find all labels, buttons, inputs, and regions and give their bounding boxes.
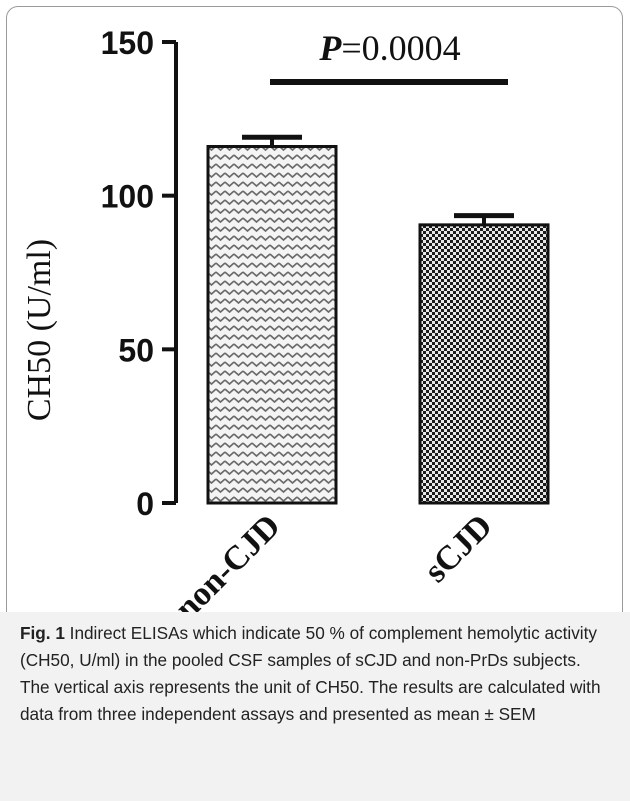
y-tick-label: 150 — [101, 25, 154, 61]
p-value: =0.0004 — [341, 28, 460, 68]
bar-non-cjd — [206, 144, 338, 505]
p-symbol: P — [318, 28, 342, 68]
caption-label: Fig. 1 — [20, 623, 65, 643]
bars: non-CJD sCJD — [168, 134, 550, 627]
p-value-label: P=0.0004 — [318, 28, 460, 68]
x-tick-label: non-CJD — [168, 507, 288, 627]
y-ticks: 0 50 100 150 — [101, 25, 176, 522]
bar-scjd — [418, 223, 550, 505]
figure-caption: Fig. 1 Indirect ELISAs which indicate 50… — [20, 620, 610, 728]
y-axis-label: CH50 (U/ml) — [21, 239, 58, 421]
caption-background — [0, 612, 630, 801]
caption-body: Indirect ELISAs which indicate 50 % of c… — [20, 623, 601, 724]
y-tick-label: 50 — [118, 332, 154, 368]
y-tick-label: 100 — [101, 179, 154, 215]
y-tick-label: 0 — [136, 486, 154, 522]
significance-annotation: P=0.0004 — [270, 28, 508, 85]
x-tick-label: sCJD — [417, 507, 499, 589]
